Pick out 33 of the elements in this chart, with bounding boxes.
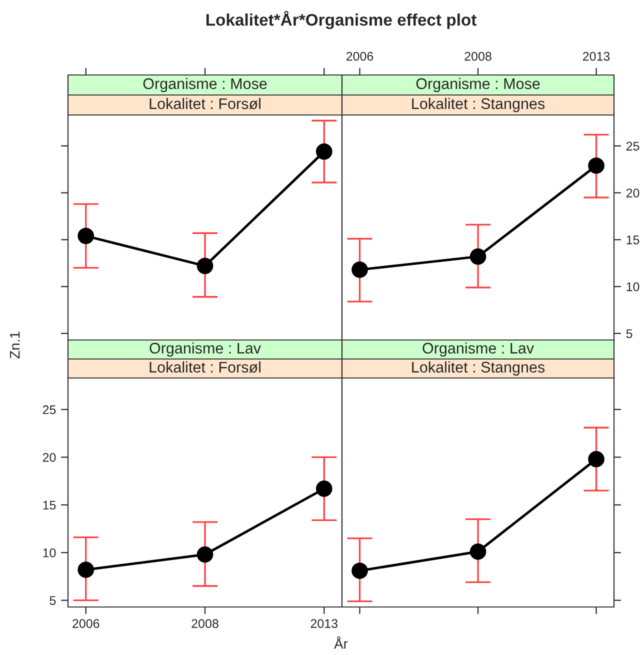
text: Lokalitet : Forsøl xyxy=(150,361,260,373)
x-axis-title: År xyxy=(334,636,348,649)
y-tick-label: 20 xyxy=(626,188,640,198)
y-tick-label: 25 xyxy=(42,405,56,414)
x-tick-label: 2008 xyxy=(464,52,492,61)
text: Organisme : Lav xyxy=(150,342,261,357)
point xyxy=(352,262,368,278)
text: Lokalitet : Stangnes xyxy=(412,98,545,112)
text: Lokalitet : Stangnes xyxy=(412,361,545,376)
y-tick-label: 15 xyxy=(43,500,56,510)
y-tick-label: 15 xyxy=(626,236,640,244)
y-tick-label: 10 xyxy=(626,282,640,292)
text: Lokalitet : Forsøl xyxy=(150,98,260,110)
x-tick-label: 2008 xyxy=(192,619,218,628)
x-tick-label: 2013 xyxy=(582,52,610,61)
point xyxy=(78,562,94,578)
point xyxy=(470,248,486,265)
chart-title: Lokalitet*År*Organisme effect plot xyxy=(206,10,476,30)
point xyxy=(196,546,214,563)
x-tick-label: 2006 xyxy=(72,619,100,628)
point xyxy=(316,480,332,497)
x-tick-label: 2013 xyxy=(310,619,338,628)
y-tick-label: 25 xyxy=(626,142,640,151)
text: Organisme : Mose xyxy=(143,78,267,92)
y-axis-title: Zn.1 xyxy=(10,332,20,358)
text: Organisme : Mose xyxy=(416,78,540,92)
y-tick-label: 5 xyxy=(50,596,56,605)
point xyxy=(588,157,604,174)
x-tick-label: 2006 xyxy=(346,52,374,61)
y-tick-label: 10 xyxy=(43,548,56,558)
y-tick-label: 5 xyxy=(626,329,632,338)
text: Organisme : Lav xyxy=(422,342,534,357)
y-tick-label: 20 xyxy=(42,452,56,462)
